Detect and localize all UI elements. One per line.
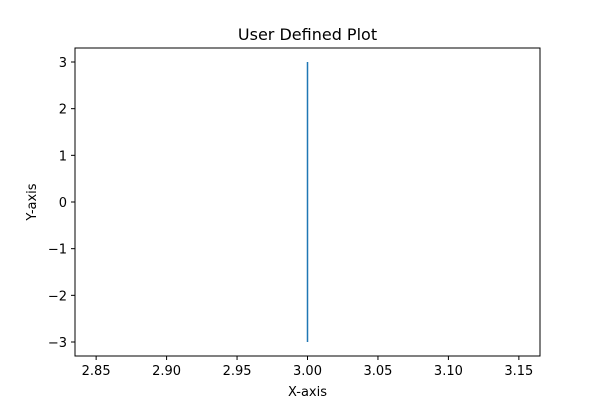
y-axis: −3 −2 −1 0 1 2 3 [48, 56, 75, 351]
y-tick-label: −1 [48, 243, 67, 258]
x-tick-label: 3.00 [293, 364, 322, 379]
y-tick-label: −2 [48, 289, 67, 304]
y-tick-label: 3 [59, 56, 67, 71]
x-tick-label: 2.85 [82, 364, 111, 379]
y-tick-label: 0 [59, 196, 67, 211]
x-tick-label: 2.95 [223, 364, 252, 379]
x-axis: 2.85 2.90 2.95 3.00 3.05 3.10 3.15 [82, 356, 533, 379]
chart-title: User Defined Plot [238, 25, 377, 44]
y-axis-label: Y-axis [25, 183, 40, 221]
x-axis-label: X-axis [288, 385, 327, 400]
x-tick-label: 3.05 [363, 364, 392, 379]
x-tick-label: 3.15 [504, 364, 533, 379]
x-tick-label: 3.10 [434, 364, 463, 379]
y-tick-label: 1 [59, 149, 67, 164]
x-tick-label: 2.90 [152, 364, 181, 379]
y-tick-label: −3 [48, 336, 67, 351]
y-tick-label: 2 [59, 103, 67, 118]
